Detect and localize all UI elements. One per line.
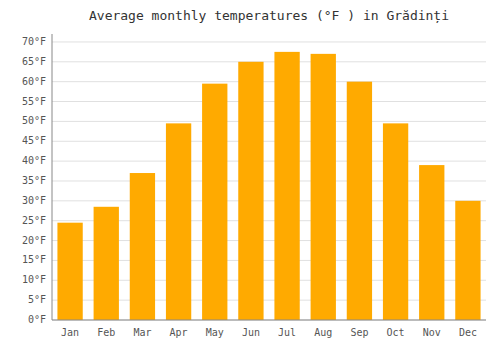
x-tick-label: Aug (314, 327, 332, 338)
y-tick-labels: 0°F 5°F 10°F 15°F 20°F 25°F 30°F 35°F 40°F 45°F 50… (22, 36, 46, 325)
chart-title: Average monthly temperatures (°F ) in Gr… (89, 8, 449, 24)
grid-line (52, 81, 486, 82)
y-tick-label: 20°F (22, 235, 46, 246)
bar (166, 123, 191, 320)
bar (311, 54, 336, 320)
x-tick-label: Apr (170, 327, 188, 338)
x-tick-label: Sep (350, 327, 368, 338)
y-tick-label: 5°F (28, 294, 46, 305)
x-tick-label: Mar (133, 327, 151, 338)
y-grid (52, 42, 486, 320)
chart-container: 0°F 5°F 10°F 15°F 20°F 25°F 30°F 35°F 40°F 45°F 50… (0, 0, 500, 350)
x-tick-label: Dec (459, 327, 477, 338)
bar (383, 123, 408, 320)
chart-svg: 0°F 5°F 10°F 15°F 20°F 25°F 30°F 35°F 40°F 45°F 50… (0, 0, 500, 350)
grid-line (52, 121, 486, 122)
y-tick-label: 10°F (22, 274, 46, 285)
x-tick-label: Nov (423, 327, 441, 338)
y-tick-label: 50°F (22, 115, 46, 126)
grid-line (52, 141, 486, 142)
grid-line (52, 41, 486, 42)
grid-line (52, 161, 486, 162)
grid-line (52, 101, 486, 102)
x-tick-label: Jul (278, 327, 296, 338)
bar (274, 52, 299, 320)
grid-line (52, 320, 486, 321)
x-tick-label: Feb (97, 327, 115, 338)
y-tick-label: 65°F (22, 56, 46, 67)
y-tick-label: 45°F (22, 135, 46, 146)
y-tick-label: 70°F (22, 36, 46, 47)
x-tick-label: Oct (387, 327, 405, 338)
y-tick-label: 0°F (28, 314, 46, 325)
x-tick-label: Jun (242, 327, 260, 338)
bar (202, 84, 227, 320)
y-tick-label: 40°F (22, 155, 46, 166)
y-tick-label: 60°F (22, 76, 46, 87)
bar (238, 62, 263, 320)
x-tick-label: May (206, 327, 224, 338)
grid-line (52, 61, 486, 62)
bar (57, 223, 82, 320)
y-tick-label: 25°F (22, 215, 46, 226)
y-tick-label: 15°F (22, 254, 46, 265)
x-tick-label: Jan (61, 327, 79, 338)
x-axis-line (52, 320, 486, 321)
y-tick-label: 30°F (22, 195, 46, 206)
bars (57, 52, 480, 320)
bar (419, 165, 444, 320)
x-tick-labels: Jan Feb Mar Apr May Jun Jul Aug Sep Oct Nov Dec (61, 327, 477, 338)
y-axis-line (52, 34, 53, 320)
y-tick-label: 35°F (22, 175, 46, 186)
bar (94, 207, 119, 320)
bar (455, 201, 480, 320)
bar (130, 173, 155, 320)
y-tick-label: 55°F (22, 96, 46, 107)
bar (347, 82, 372, 320)
